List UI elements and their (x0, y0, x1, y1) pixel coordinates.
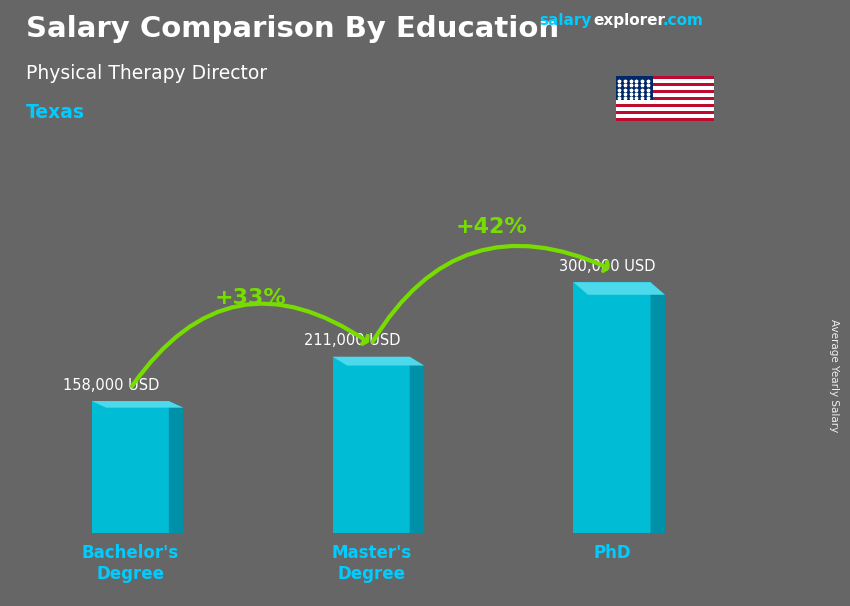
Bar (616, 118, 714, 121)
Bar (616, 86, 714, 90)
Polygon shape (92, 401, 169, 533)
Bar (616, 111, 714, 114)
Text: +42%: +42% (456, 217, 528, 237)
Polygon shape (574, 282, 665, 295)
Polygon shape (169, 401, 184, 533)
Text: explorer: explorer (593, 13, 666, 28)
Text: Texas: Texas (26, 103, 84, 122)
Text: Average Yearly Salary: Average Yearly Salary (829, 319, 839, 432)
Bar (616, 76, 654, 100)
Polygon shape (410, 357, 424, 533)
Polygon shape (574, 282, 650, 533)
Text: Physical Therapy Director: Physical Therapy Director (26, 64, 267, 82)
Text: 300,000 USD: 300,000 USD (559, 259, 655, 274)
Text: 211,000 USD: 211,000 USD (303, 333, 400, 348)
Bar (616, 104, 714, 107)
Bar (616, 100, 714, 104)
Text: 158,000 USD: 158,000 USD (63, 378, 159, 393)
Bar (616, 79, 714, 83)
Bar (616, 97, 714, 100)
Text: .com: .com (663, 13, 704, 28)
Text: salary: salary (540, 13, 592, 28)
Polygon shape (92, 401, 184, 408)
Bar (616, 90, 714, 93)
Text: +33%: +33% (215, 288, 286, 308)
Polygon shape (332, 357, 424, 365)
Polygon shape (332, 357, 410, 533)
Bar (616, 83, 714, 86)
Text: Salary Comparison By Education: Salary Comparison By Education (26, 15, 558, 43)
Bar (616, 93, 714, 97)
Polygon shape (650, 282, 665, 533)
Bar (616, 114, 714, 118)
Bar (616, 76, 714, 79)
Bar (616, 107, 714, 111)
